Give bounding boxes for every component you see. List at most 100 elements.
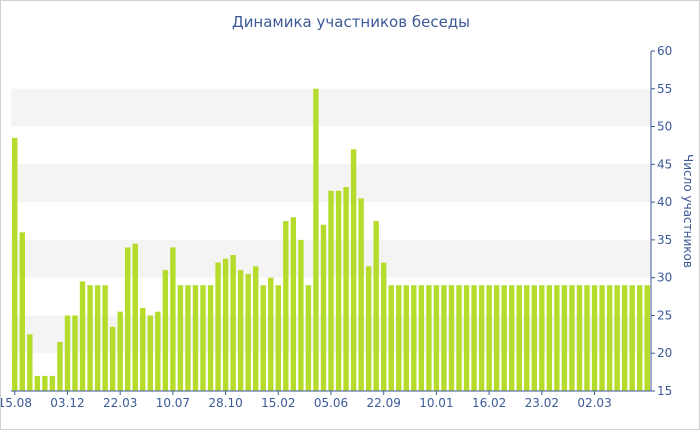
bar — [72, 315, 78, 391]
bar — [486, 285, 492, 391]
bar — [49, 375, 56, 391]
bar — [185, 285, 191, 391]
chart-title: Динамика участников беседы — [231, 13, 471, 31]
bar — [524, 285, 530, 391]
bar — [117, 311, 123, 391]
bar — [79, 281, 86, 391]
bar — [305, 285, 312, 391]
bar — [350, 149, 357, 391]
bar — [132, 243, 138, 391]
bar — [614, 285, 620, 391]
bar — [320, 224, 327, 391]
bar — [290, 217, 297, 391]
y-tick-label: 35 — [657, 233, 672, 247]
bar — [155, 311, 161, 391]
bar — [87, 285, 93, 391]
bar — [12, 137, 18, 391]
bar — [569, 285, 575, 391]
bar — [463, 285, 470, 391]
bar — [343, 187, 349, 391]
bar — [561, 285, 568, 391]
x-tick-label: 10.01 — [419, 396, 453, 410]
bar — [237, 270, 244, 391]
x-tick-labels: 15.08 03.12 22.03 10.07 28.10 15.02 05.06 22.09… — [1, 396, 612, 410]
bar — [426, 285, 432, 391]
x-tick-label: 28.10 — [208, 396, 242, 410]
bar — [478, 285, 485, 391]
y-tick-label: 15 — [657, 384, 672, 398]
bar — [140, 307, 146, 391]
y-axis-label: Число участников — [681, 154, 695, 268]
bar — [268, 277, 274, 391]
bar — [418, 285, 425, 391]
bar — [192, 285, 199, 391]
bar — [102, 285, 108, 391]
bar — [606, 285, 613, 391]
bar — [373, 221, 379, 391]
bar — [637, 285, 643, 391]
bar — [509, 285, 515, 391]
bar — [584, 285, 590, 391]
bar — [170, 247, 176, 391]
bar — [471, 285, 477, 391]
bar — [64, 315, 71, 391]
x-tick-label: 22.09 — [367, 396, 401, 410]
bar — [260, 285, 266, 391]
bar — [381, 262, 387, 391]
bar — [335, 190, 342, 391]
bar — [222, 258, 229, 391]
bar — [493, 285, 500, 391]
bar — [109, 326, 116, 391]
x-tick-label: 16.02 — [472, 396, 506, 410]
bar — [283, 221, 289, 391]
y-tick-label: 50 — [657, 120, 672, 134]
bar — [358, 198, 364, 391]
bar-series — [12, 88, 650, 391]
bar — [207, 285, 214, 391]
bar — [19, 232, 25, 391]
bar — [546, 285, 553, 391]
bar — [554, 285, 560, 391]
bar — [42, 375, 48, 391]
bar — [275, 285, 281, 391]
bar — [456, 285, 462, 391]
bar — [328, 190, 334, 391]
bar — [501, 285, 507, 391]
bar — [215, 262, 221, 391]
bar — [94, 285, 101, 391]
grid-band — [11, 88, 651, 127]
bar — [433, 285, 440, 391]
bar — [162, 270, 169, 391]
bar — [411, 285, 417, 391]
x-tick-label: 22.03 — [103, 396, 137, 410]
bar — [621, 285, 628, 391]
bar — [253, 266, 259, 391]
y-tick-labels: 15 20 25 30 35 40 45 50 55 60 — [657, 44, 672, 398]
bar — [629, 285, 635, 391]
y-tick-label: 30 — [657, 271, 672, 285]
bar — [539, 285, 545, 391]
bar — [177, 285, 184, 391]
x-tick-label: 15.08 — [1, 396, 32, 410]
y-tick-label: 55 — [657, 82, 672, 96]
bar — [245, 273, 251, 391]
y-tick-label: 20 — [657, 346, 672, 360]
bar — [147, 315, 153, 391]
axes — [11, 50, 655, 395]
x-tick-label: 15.02 — [261, 396, 295, 410]
bar — [599, 285, 605, 391]
y-tick-label: 45 — [657, 157, 672, 171]
bar — [576, 285, 583, 391]
bar — [403, 285, 409, 391]
x-tick-label: 10.07 — [156, 396, 190, 410]
bar — [441, 285, 447, 391]
bar — [313, 88, 319, 391]
bar — [230, 255, 236, 391]
bar — [396, 285, 402, 391]
bar — [365, 266, 372, 391]
bar — [644, 285, 650, 391]
bar — [34, 375, 41, 391]
y-tick-label: 25 — [657, 308, 672, 322]
x-tick-label: 23.02 — [525, 396, 559, 410]
